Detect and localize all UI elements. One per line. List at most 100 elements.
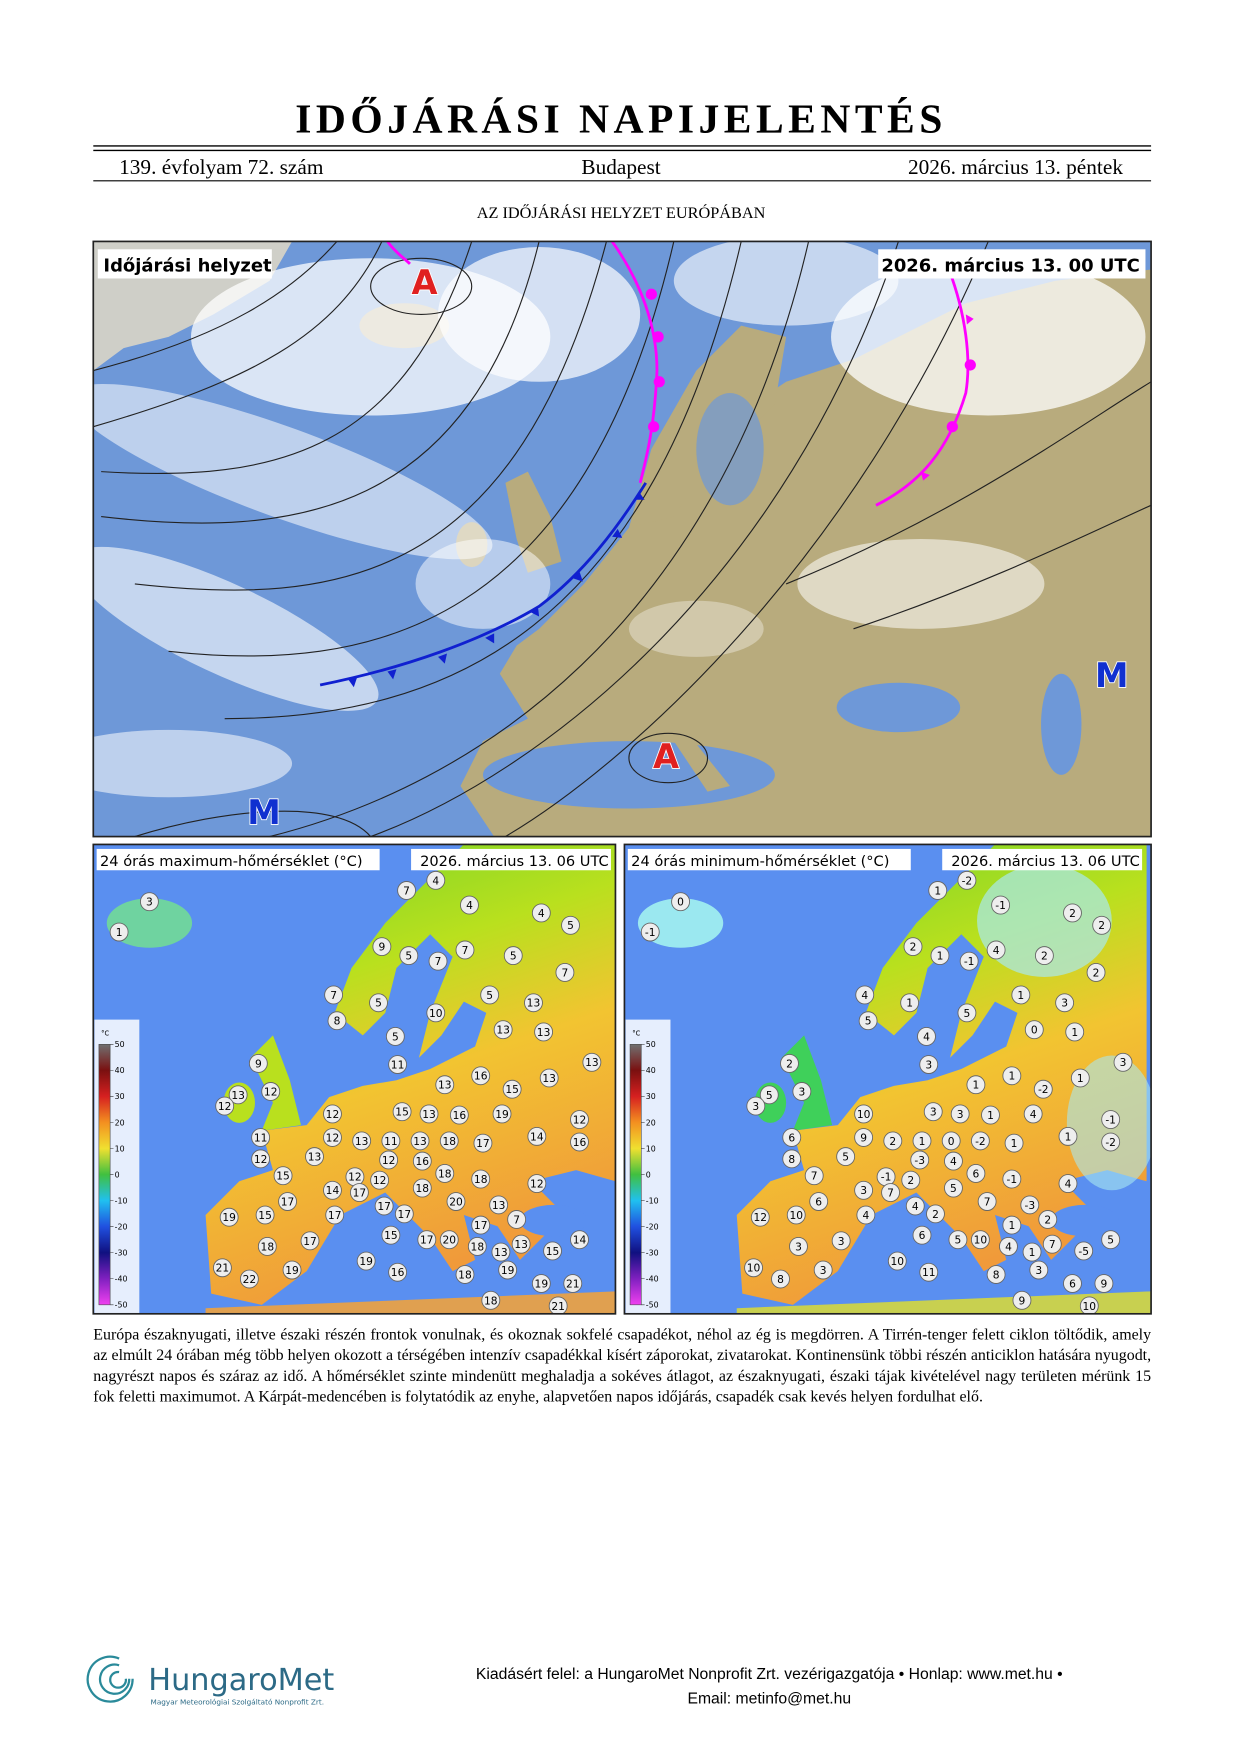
- station-value: 10: [789, 1209, 803, 1222]
- station-value: 11: [922, 1266, 936, 1279]
- station-marker: [439, 1131, 459, 1151]
- station-marker: [804, 1166, 824, 1186]
- station-value: 1: [987, 1109, 994, 1122]
- station-marker: [511, 1234, 531, 1254]
- station-value: 2: [932, 1208, 939, 1221]
- station-value: -2: [1038, 1083, 1049, 1096]
- station-marker: [489, 1195, 509, 1215]
- station-marker: [369, 993, 388, 1013]
- station-value: 17: [476, 1137, 490, 1150]
- station-value: 14: [573, 1234, 587, 1247]
- colorbar-unit: °C: [101, 1029, 109, 1037]
- station-value: 2: [1093, 966, 1100, 979]
- label-box: [411, 848, 611, 871]
- black-sea: [519, 1204, 588, 1237]
- station-marker: [1022, 1242, 1042, 1262]
- station-marker: [278, 1192, 297, 1211]
- station-marker: [887, 1251, 907, 1271]
- station-marker: [977, 1192, 997, 1211]
- station-marker: [248, 1053, 268, 1073]
- station-value: 17: [303, 1235, 317, 1248]
- station-marker: [426, 1003, 446, 1023]
- station-value: 20: [442, 1234, 456, 1247]
- station-marker: [492, 1104, 512, 1124]
- station-value: 7: [403, 884, 410, 897]
- station-marker: [239, 1269, 259, 1289]
- station-value: 16: [453, 1109, 467, 1122]
- station-marker: [379, 1150, 399, 1170]
- body: Európa északnyugati, illetve északi rész…: [93, 1326, 1151, 1406]
- station-marker: [323, 1180, 342, 1200]
- station-value: 4: [993, 944, 1000, 957]
- station-value: 7: [887, 1186, 894, 1199]
- iceland: [106, 898, 193, 948]
- station-value: 5: [955, 1234, 962, 1247]
- volume: 139. évfolyam 72. szám: [119, 155, 324, 179]
- station-value: 12: [326, 1131, 340, 1144]
- station-marker: [491, 1242, 511, 1262]
- station-marker: [1042, 1234, 1062, 1254]
- station-marker: [561, 915, 580, 935]
- station-marker: [1011, 985, 1031, 1005]
- station-value: 12: [326, 1108, 340, 1121]
- station-value: 1: [1008, 1070, 1015, 1083]
- station-marker: [671, 892, 691, 912]
- station-value: 1: [1029, 1246, 1036, 1259]
- station-marker: [986, 1265, 1006, 1284]
- station-marker: [388, 1262, 408, 1282]
- station-value: 17: [328, 1209, 342, 1222]
- station-value: 4: [538, 907, 545, 920]
- station-value: 10: [1083, 1300, 1097, 1313]
- station-marker: [493, 1020, 513, 1040]
- station-marker: [397, 881, 417, 900]
- station-value: 13: [355, 1135, 369, 1148]
- station-value: 3: [860, 1184, 867, 1197]
- station-marker: [912, 1225, 932, 1245]
- map-timestamp: 2026. március 13. 06 UTC: [420, 853, 609, 870]
- station-value: 12: [264, 1085, 278, 1098]
- station-marker: [372, 937, 392, 957]
- station-marker: [349, 1183, 369, 1202]
- colorbar-label: 30: [115, 1092, 125, 1101]
- station-value: 3: [838, 1235, 845, 1248]
- station-value: 5: [405, 950, 412, 963]
- station-value: -1: [645, 926, 656, 939]
- station-value: 10: [429, 1007, 443, 1020]
- station-marker: [1002, 1215, 1022, 1235]
- station-marker: [563, 1274, 583, 1293]
- station-value: 11: [391, 1058, 405, 1071]
- station-marker: [215, 1096, 235, 1116]
- station-value: 4: [950, 1155, 957, 1168]
- colorbar-label: -30: [646, 1249, 659, 1258]
- station-value: 17: [377, 1200, 391, 1213]
- station-marker: [305, 1147, 324, 1167]
- title: IDŐJÁRÁSI NAPIJELENTÉS: [295, 96, 947, 142]
- iceland: [637, 898, 724, 948]
- station-marker: [412, 1178, 432, 1198]
- station-value: 18: [442, 1135, 456, 1148]
- station-value: 0: [1031, 1024, 1038, 1037]
- station-value: 13: [438, 1079, 452, 1092]
- station-value: 5: [567, 919, 574, 932]
- station-value: 2: [1098, 919, 1105, 932]
- colorbar-label: -10: [646, 1196, 659, 1205]
- station-marker: [1038, 1210, 1058, 1229]
- station-value: 3: [820, 1264, 827, 1277]
- station-value: 4: [912, 1200, 919, 1213]
- min-temp-map: °C50403020100-10-20-30-40-500-11-2-12221…: [624, 844, 1152, 1314]
- station-value: 12: [373, 1174, 387, 1187]
- station-marker: [534, 1022, 554, 1042]
- station-marker: [325, 1205, 345, 1225]
- station-marker: [1070, 1068, 1090, 1088]
- station-value: 13: [542, 1072, 556, 1085]
- map-title: 24 órás maximum-hőmérséklet (°C): [100, 853, 363, 870]
- station-marker: [449, 1105, 469, 1125]
- station-marker: [1024, 1020, 1044, 1040]
- caspian-sea: [1041, 673, 1082, 775]
- station-value: 5: [842, 1151, 849, 1164]
- station-marker: [480, 985, 500, 1005]
- label-box: [878, 249, 1146, 279]
- station-marker: [1020, 1195, 1040, 1215]
- station-value: 5: [964, 1007, 971, 1020]
